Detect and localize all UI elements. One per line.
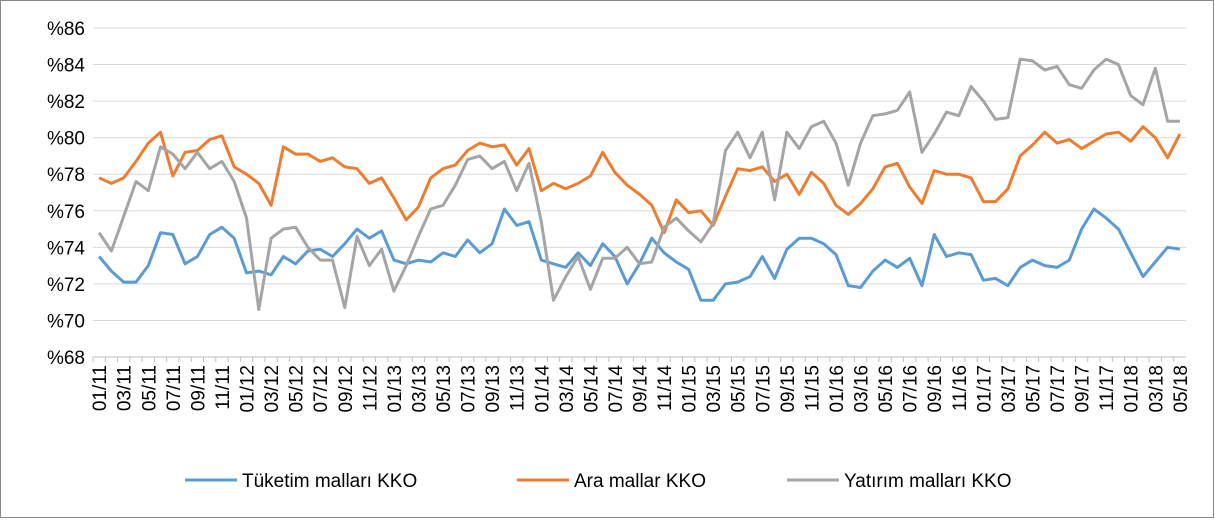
x-tick-label: 01/13 [385,365,406,413]
x-tick-label: 11/12 [360,365,381,411]
y-tick-label: %84 [47,56,85,77]
x-tick-label: 09/15 [778,365,799,413]
y-tick-label: %78 [47,165,85,186]
y-tick-label: %68 [47,348,85,369]
x-tick-label: 05/18 [1171,365,1192,413]
x-tick-label: 03/16 [852,365,873,413]
x-tick-label: 11/11 [213,365,234,410]
x-tick-label: 03/17 [999,365,1020,413]
x-tick-label: 01/15 [680,365,701,413]
x-tick-label: 05/16 [876,365,897,413]
x-tick-label: 07/15 [753,365,774,413]
x-tick-label: 01/16 [827,365,848,413]
x-tick-label: 11/15 [802,365,823,411]
x-tick-label: 09/13 [483,365,504,413]
x-tick-label: 05/13 [434,365,455,413]
x-tick-label: 07/12 [311,365,332,413]
y-tick-label: %82 [47,92,85,113]
x-tick-label: 07/13 [459,365,480,413]
x-tick-label: 09/16 [925,365,946,413]
y-tick-label: %80 [47,129,85,150]
x-tick-label: 09/12 [336,365,357,413]
y-tick-label: %70 [47,311,85,332]
legend-label: Tüketim malları KKO [242,471,417,492]
x-tick-label: 01/11 [90,365,111,411]
series-line [98,125,1182,235]
x-tick-label: 05/14 [581,365,602,413]
x-tick-label: 09/14 [631,365,652,413]
x-tick-label: 11/17 [1097,365,1118,411]
x-tick-label: 03/12 [262,365,283,413]
x-tick-label: 11/16 [950,365,971,411]
x-tick-label: 09/11 [188,365,209,411]
x-tick-label: 07/17 [1048,365,1069,413]
x-tick-label: 03/13 [409,365,430,413]
x-tick-label: 05/11 [139,365,160,411]
y-tick-label: %76 [47,202,85,223]
legend-label: Ara mallar KKO [574,471,706,492]
x-tick-label: 01/18 [1122,365,1143,413]
legend-label: Yatırım malları KKO [844,471,1012,492]
y-tick-label: %74 [47,238,85,259]
x-tick-label: 03/15 [704,365,725,413]
x-tick-label: 09/17 [1073,365,1094,413]
x-tick-label: 05/17 [1023,365,1044,413]
x-tick-label: 05/15 [729,365,750,413]
x-tick-label: 01/17 [974,365,995,413]
x-tick-label: 03/18 [1146,365,1167,413]
x-tick-label: 07/16 [901,365,922,413]
x-tick-label: 07/14 [606,365,627,413]
x-tick-label: 01/14 [532,365,553,413]
x-tick-label: 11/14 [655,365,676,412]
series-line [97,57,1180,311]
x-tick-label: 07/11 [164,365,185,411]
y-tick-label: %86 [47,19,85,40]
x-tick-label: 05/12 [287,365,308,413]
x-tick-label: 03/11 [115,365,136,411]
x-tick-label: 01/12 [238,365,259,413]
x-tick-label: 11/13 [508,365,529,411]
y-tick-label: %72 [47,275,85,296]
x-tick-label: 03/14 [557,365,578,413]
